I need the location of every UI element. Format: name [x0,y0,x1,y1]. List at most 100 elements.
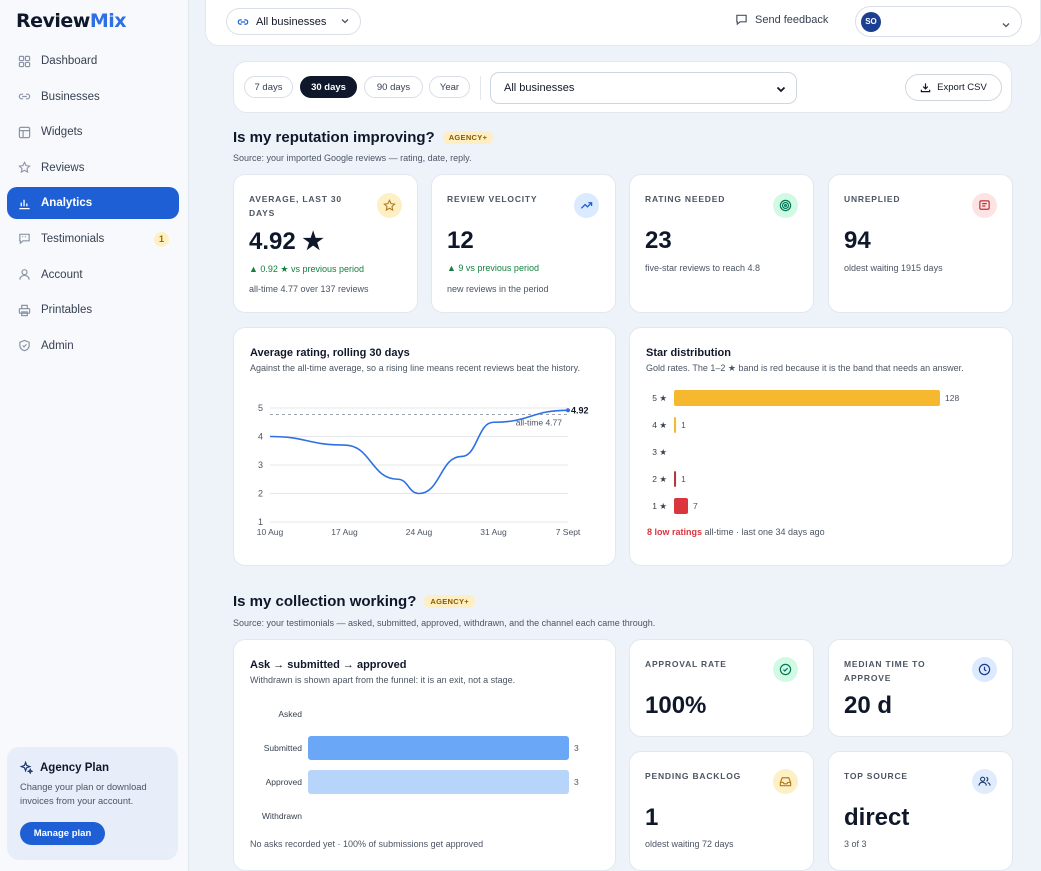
sparkles-icon [19,760,34,775]
sidebar-item-printables[interactable]: Printables [7,294,179,326]
chevron-down-icon [775,83,787,95]
stat-card-top-source: TOP SOURCE direct 3 of 3 [828,751,1013,871]
filter-bar: 7 days 30 days 90 days Year All business… [233,61,1012,113]
stat-label: REVIEW VELOCITY [447,194,538,204]
line-chart-card: Average rating, rolling 30 days Against … [233,327,616,566]
sidebar-item-label: Testimonials [41,232,105,245]
stat-card-unreplied: UNREPLIED 94 oldest waiting 1915 days [828,174,1013,313]
reputation-section-title: Is my reputation improving? AGENCY+ [233,129,494,146]
x-tick-label: 31 Aug [480,527,507,537]
y-tick-label: 5 [258,403,263,413]
star-bar [674,390,940,406]
sidebar-item-reviews[interactable]: Reviews [7,152,179,184]
stat-value: 4.92 ★ [249,228,324,255]
collection-source: Source: your testimonials — asked, submi… [233,618,656,628]
export-csv-label: Export CSV [937,82,987,93]
x-tick-label: 10 Aug [257,527,284,537]
stat-card-velocity: REVIEW VELOCITY 12 ▲ 9 vs previous perio… [431,174,616,313]
stat-label: AVERAGE, LAST 30 DAYS [249,194,342,218]
user-menu[interactable]: SO om [855,6,1022,37]
star-bar-value: 128 [945,393,959,403]
star-row-label: 4 ★ [652,420,667,430]
logo[interactable]: ReviewMix [16,10,127,32]
send-feedback-button[interactable]: Send feedback [735,13,828,26]
sidebar-item-analytics[interactable]: Analytics [7,187,179,220]
sidebar-item-label: Dashboard [41,55,98,67]
stat-value: 94 [844,227,871,254]
funnel-bar-value: 3 [574,743,579,753]
business-select-value: All businesses [504,82,575,94]
x-tick-label: 24 Aug [406,527,433,537]
send-feedback-label: Send feedback [755,13,829,26]
message-square-icon [735,13,748,26]
stat-label: MEDIAN TIME TO APPROVE [844,659,926,683]
business-selector[interactable]: All businesses [226,8,361,35]
end-point [566,408,570,413]
clock-icon [972,657,997,682]
star-bar [674,417,677,433]
low-ratings-detail: all-time · last one 34 days ago [702,527,825,537]
sidebar-item-widgets[interactable]: Widgets [7,116,179,148]
stat-card-average: AVERAGE, LAST 30 DAYS 4.92 ★ ▲ 0.92 ★ vs… [233,174,418,313]
chart-title: Star distribution [646,347,731,359]
stat-label: APPROVAL RATE [645,659,727,669]
logo-main: Review [16,10,90,32]
star-bar [674,471,677,487]
star-row-label: 2 ★ [652,474,667,484]
export-csv-button[interactable]: Export CSV [905,74,1002,101]
shield-icon [17,339,31,353]
message-square-icon [972,193,997,218]
y-tick-label: 2 [258,489,263,499]
manage-plan-button[interactable]: Manage plan [20,822,105,845]
testimonials-badge: 1 [154,231,169,247]
stat-card-median-time: MEDIAN TIME TO APPROVE 20 d [828,639,1013,737]
range-30-days[interactable]: 30 days [300,76,357,98]
funnel-stage-label: Withdrawn [262,811,302,821]
y-tick-label: 3 [258,460,263,470]
stat-delta: ▲ 0.92 ★ vs previous period [249,264,365,274]
target-icon [773,193,798,218]
chevron-down-icon [1001,17,1011,28]
sidebar-item-testimonials[interactable]: Testimonials 1 [7,223,179,255]
sidebar-item-label: Printables [41,304,93,317]
range-7-days[interactable]: 7 days [244,76,293,98]
x-tick-label: 17 Aug [331,527,358,537]
sidebar-item-label: Account [41,268,83,281]
funnel-bar-value: 3 [574,777,579,787]
sidebar-item-dashboard[interactable]: Dashboard [7,45,179,77]
logo-accent: Mix [89,10,127,32]
trending-up-icon [574,193,599,218]
funnel-stage-label: Submitted [264,743,303,753]
business-select[interactable]: All businesses [490,72,797,104]
stat-card-approval-rate: APPROVAL RATE 100% [629,639,814,737]
stat-label: TOP SOURCE [844,771,908,781]
sidebar-item-label: Analytics [41,197,93,210]
avatar: SO [861,11,881,32]
link-icon [237,16,249,28]
star-distribution-chart: 5 ★ 128 4 ★ 1 3 ★ 2 ★ 1 1 ★ 7 [652,390,959,514]
sidebar-item-label: Reviews [41,161,85,174]
range-year[interactable]: Year [429,76,470,98]
sidebar-item-businesses[interactable]: Businesses [7,81,179,113]
stat-note: five-star reviews to reach 4.8 [645,263,761,273]
user-icon [17,268,31,282]
star-row-label: 1 ★ [652,501,667,511]
section-title-text: Is my collection working? [233,593,417,610]
chart-subtitle: Withdrawn is shown apart from the funnel… [250,675,516,685]
users-icon [972,769,997,794]
sidebar-nav: Dashboard Businesses Widgets Reviews Ana… [7,45,179,365]
bar-chart-icon [17,196,31,210]
sidebar-item-account[interactable]: Account [7,259,179,291]
star-icon [377,193,402,218]
star-icon [17,161,31,175]
range-90-days[interactable]: 90 days [364,76,423,98]
chart-subtitle: Against the all-time average, so a risin… [250,363,580,373]
stat-card-rating-needed: RATING NEEDED 23 five-star reviews to re… [629,174,814,313]
funnel-bar [308,736,569,760]
sidebar-item-label: Admin [41,339,74,352]
sidebar: ReviewMix Dashboard Businesses Widgets R… [0,0,189,871]
sidebar-item-admin[interactable]: Admin [7,330,179,362]
sidebar-item-label: Widgets [41,126,83,139]
stat-note: all-time 4.77 over 137 reviews [249,284,369,294]
chevron-down-icon [340,16,350,26]
